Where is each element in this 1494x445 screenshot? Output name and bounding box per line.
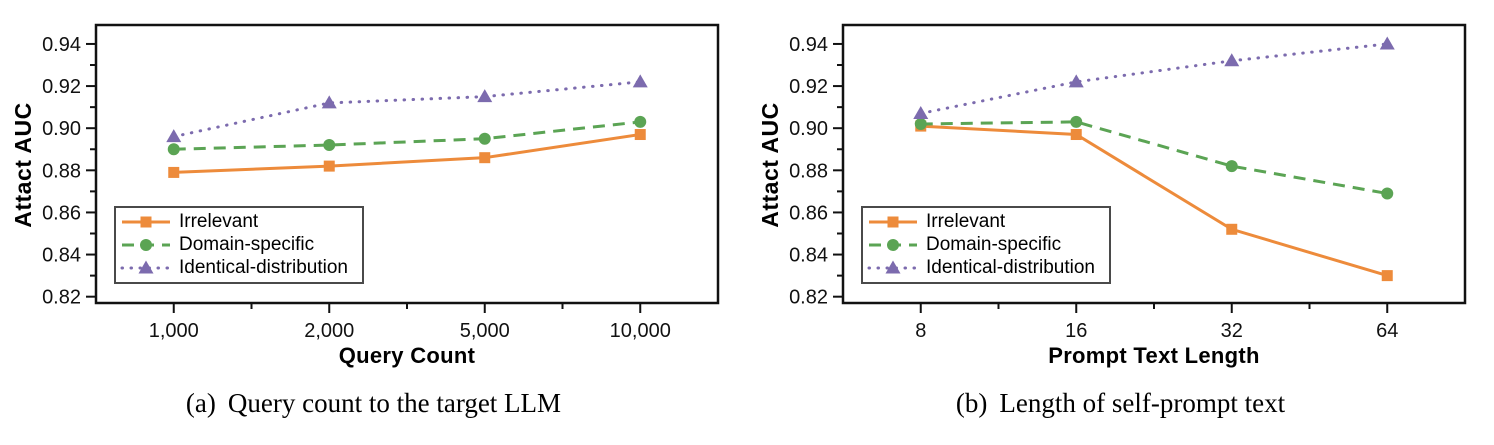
series-line-irrelevant [173,133,641,174]
series-marker-circle [140,239,152,251]
x-tick-label: 16 [1065,320,1087,342]
series-marker-circle [887,239,899,251]
caption-panel-label: (a) [185,388,216,418]
series-marker-triangle [632,74,648,88]
series-marker-square [140,216,152,228]
legend: Irrelevant Domain-specific Identical-distr… [861,206,1111,284]
x-tick-label: 32 [1221,320,1243,342]
series-marker-triangle [1224,53,1240,67]
y-tick-label: 0.84 [789,245,828,267]
y-tick-label: 0.92 [42,76,81,98]
y-tick-label: 0.92 [789,76,828,98]
series-marker-circle [167,143,180,156]
series-line-domain-specific [173,120,641,151]
legend-line-sample [122,216,170,228]
legend: Irrelevant Domain-specific Identical-distr… [114,206,364,284]
caption: (b) Length of self-prompt text [747,388,1494,419]
x-axis-title: Query Count [338,343,476,368]
legend-item: Identical-distribution [867,256,1105,279]
legend-line-sample [869,239,917,251]
caption-panel-label: (b) [955,388,988,418]
series-line-identical-distribution [172,80,642,139]
x-tick-label: 1,000 [149,320,199,342]
x-tick-label: 10,000 [610,320,671,342]
series-marker-circle [1070,115,1083,128]
chart-panel-a: Attact AUC 0.82 0.84 0.86 0.88 0.90 0.92 0.94 1… [0,23,747,419]
series-marker-triangle [1068,74,1084,88]
legend-label: Identical-distribution [926,256,1095,278]
series-marker-triangle [138,260,154,274]
series-marker-triangle [477,89,493,103]
series-marker-square [1381,270,1393,282]
legend-label: Irrelevant [926,211,1006,233]
series-marker-square [1070,129,1082,141]
plot-area: 0.82 0.84 0.86 0.88 0.90 0.92 0.94 1,000 2,000 5,… [42,23,720,342]
legend-label: Identical-distribution [179,256,348,278]
y-tick-label: 0.82 [789,287,828,309]
plot-frame [841,23,1467,305]
legend-line-sample [120,260,172,274]
y-tick-label: 0.90 [42,118,81,140]
series-marker-triangle [321,95,337,109]
x-tick-label: 8 [915,320,926,342]
legend-label: Irrelevant [179,211,259,233]
legend-item: Identical-distribution [120,256,358,279]
x-tick-label: 64 [1376,320,1398,342]
legend-line-sample [869,216,917,228]
series-marker-circle [634,115,647,128]
legend-item: Irrelevant [867,211,1105,234]
series-marker-circle [323,139,336,152]
series-line-identical-distribution [919,42,1389,115]
chart-panel-b: Attact AUC 0.82 0.84 0.86 0.88 0.90 0.92 0.94 8… [747,0,1494,445]
series-marker-triangle [166,129,182,143]
series-marker-triangle [1379,36,1395,50]
y-tick-label: 0.86 [42,202,81,224]
series-marker-square [1226,223,1238,235]
y-tick-label: 0.82 [42,287,81,309]
series-marker-square [323,160,335,172]
series-marker-square [168,166,180,178]
y-tick-label: 0.94 [42,34,81,56]
y-tick-label: 0.90 [789,118,828,140]
x-tick-label: 2,000 [304,320,354,342]
legend-line-sample [122,239,170,251]
legend-item: Irrelevant [120,211,358,234]
series-marker-circle [478,132,491,145]
series-marker-square [887,216,899,228]
y-tick-label: 0.84 [42,245,81,267]
series-marker-triangle [913,105,929,119]
caption: (a) Query count to the target LLM [0,388,747,419]
y-tick-label: 0.86 [789,202,828,224]
series-marker-circle [1381,187,1394,200]
plot-frame [94,23,720,305]
legend-line-sample [867,260,919,274]
legend-label: Domain-specific [926,234,1062,255]
y-tick-label: 0.88 [42,160,81,182]
series-marker-square [479,152,491,164]
series-marker-circle [1225,160,1238,173]
plot-area: 0.82 0.84 0.86 0.88 0.90 0.92 0.94 8 16 32 64 [789,23,1467,342]
y-tick-label: 0.88 [789,160,828,182]
legend-item: Domain-specific [120,234,358,257]
caption-text: Length of self-prompt text [999,388,1286,418]
series-marker-circle [914,117,927,130]
series-marker-square [634,129,646,141]
caption-text: Query count to the target LLM [227,388,562,418]
series-marker-triangle [885,260,901,274]
legend-item: Domain-specific [867,234,1105,257]
y-tick-label: 0.94 [789,34,828,56]
legend-label: Domain-specific [179,234,315,255]
series-line-irrelevant [920,124,1388,278]
x-axis-title: Prompt Text Length [1048,343,1260,368]
x-tick-label: 5,000 [460,320,510,342]
